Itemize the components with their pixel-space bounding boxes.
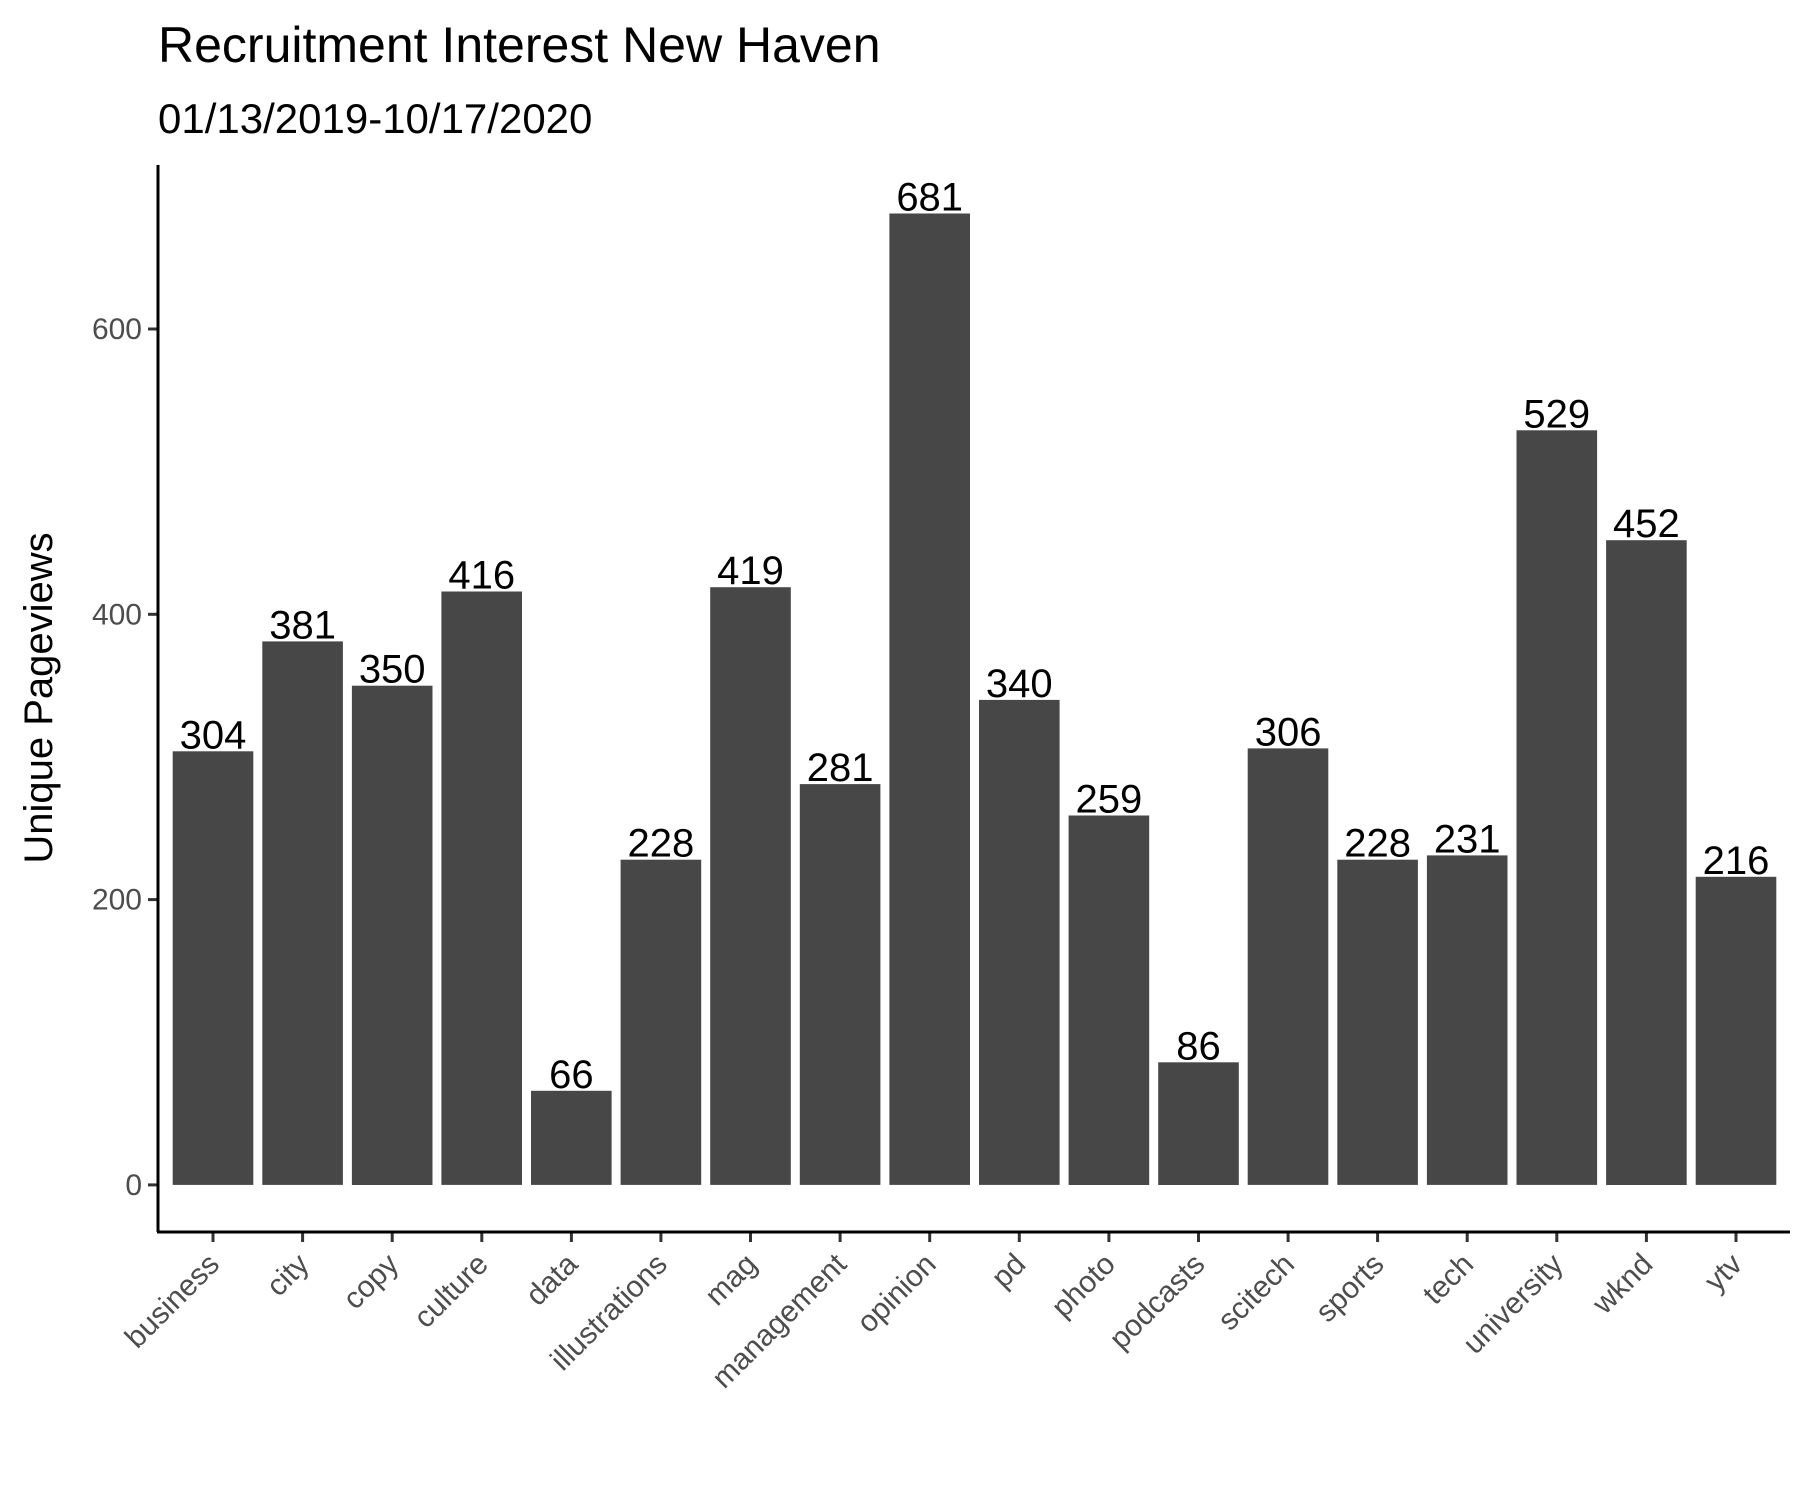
bar-culture bbox=[441, 591, 522, 1185]
y-axis-ticks: 0 200 400 600 bbox=[92, 313, 158, 1202]
bar-value-label-photo: 259 bbox=[1076, 778, 1143, 822]
x-tick-label-pd: pd bbox=[985, 1248, 1032, 1295]
x-tick-label-opinion: opinion bbox=[851, 1248, 943, 1340]
bar-university bbox=[1516, 430, 1598, 1185]
x-tick-label-scitech: scitech bbox=[1212, 1248, 1301, 1337]
bar-podcasts bbox=[1158, 1062, 1239, 1185]
bar-value-label-management: 281 bbox=[807, 746, 874, 790]
bar-value-label-mag: 419 bbox=[717, 549, 784, 593]
bar-business bbox=[172, 751, 254, 1185]
bar-value-label-ytv: 216 bbox=[1703, 839, 1770, 883]
x-tick-label-culture: culture bbox=[408, 1248, 495, 1335]
x-tick-label-city: city bbox=[260, 1248, 315, 1303]
bar-value-label-culture: 416 bbox=[448, 554, 515, 598]
bar-value-label-sports: 228 bbox=[1344, 822, 1411, 866]
x-tick-label-tech: tech bbox=[1417, 1248, 1480, 1311]
bar-tech bbox=[1426, 855, 1508, 1185]
bar-photo bbox=[1068, 815, 1150, 1185]
bar-value-label-city: 381 bbox=[269, 603, 336, 647]
bar-opinion bbox=[889, 213, 970, 1185]
y-tick-label-0: 0 bbox=[125, 1169, 142, 1202]
bar-value-label-scitech: 306 bbox=[1255, 710, 1322, 754]
bar-value-labels: 304 381 350 416 66 228 419 281 681 340 259 86 306 228… bbox=[180, 176, 1770, 1097]
bar-value-label-opinion: 681 bbox=[896, 176, 963, 220]
bars bbox=[172, 213, 1777, 1185]
x-tick-label-wknd: wknd bbox=[1586, 1248, 1660, 1322]
bar-value-label-data: 66 bbox=[549, 1053, 594, 1097]
bar-value-label-tech: 231 bbox=[1434, 817, 1501, 861]
bar-illustrations bbox=[620, 859, 702, 1185]
bar-wknd bbox=[1606, 540, 1687, 1185]
bar-management bbox=[799, 784, 881, 1185]
chart-subtitle: 01/13/2019-10/17/2020 bbox=[158, 95, 592, 142]
bar-pd bbox=[979, 699, 1060, 1185]
bar-value-label-wknd: 452 bbox=[1613, 502, 1680, 546]
y-tick-label-200: 200 bbox=[92, 884, 142, 917]
bar-sports bbox=[1337, 859, 1418, 1185]
bar-value-label-university: 529 bbox=[1523, 392, 1590, 436]
bar-value-label-podcasts: 86 bbox=[1176, 1024, 1221, 1068]
bar-scitech bbox=[1247, 748, 1329, 1185]
y-axis-label: Unique Pageviews bbox=[17, 532, 61, 863]
y-tick-label-400: 400 bbox=[92, 598, 142, 631]
x-tick-label-business: business bbox=[119, 1248, 226, 1355]
bar-city bbox=[262, 641, 343, 1185]
x-tick-label-mag: mag bbox=[699, 1248, 764, 1313]
x-tick-label-ytv: ytv bbox=[1699, 1248, 1749, 1298]
x-tick-label-data: data bbox=[520, 1247, 585, 1312]
bar-data bbox=[531, 1090, 612, 1185]
x-tick-label-copy: copy bbox=[337, 1248, 405, 1316]
x-tick-label-sports: sports bbox=[1309, 1248, 1390, 1329]
chart-title: Recruitment Interest New Haven bbox=[158, 17, 881, 73]
bar-value-label-illustrations: 228 bbox=[628, 822, 695, 866]
bar-copy bbox=[351, 685, 433, 1185]
y-tick-label-600: 600 bbox=[92, 313, 142, 346]
bar-value-label-pd: 340 bbox=[986, 662, 1053, 706]
x-axis-ticks: business city copy culture dataillustrations… bbox=[119, 1232, 1749, 1395]
bar-value-label-copy: 350 bbox=[359, 648, 426, 692]
x-tick-label-photo: photo bbox=[1045, 1248, 1121, 1324]
bar-value-label-business: 304 bbox=[180, 713, 247, 757]
bar-ytv bbox=[1695, 876, 1777, 1185]
bar-mag bbox=[710, 587, 791, 1185]
x-tick-label-podcasts: podcasts bbox=[1103, 1248, 1211, 1356]
